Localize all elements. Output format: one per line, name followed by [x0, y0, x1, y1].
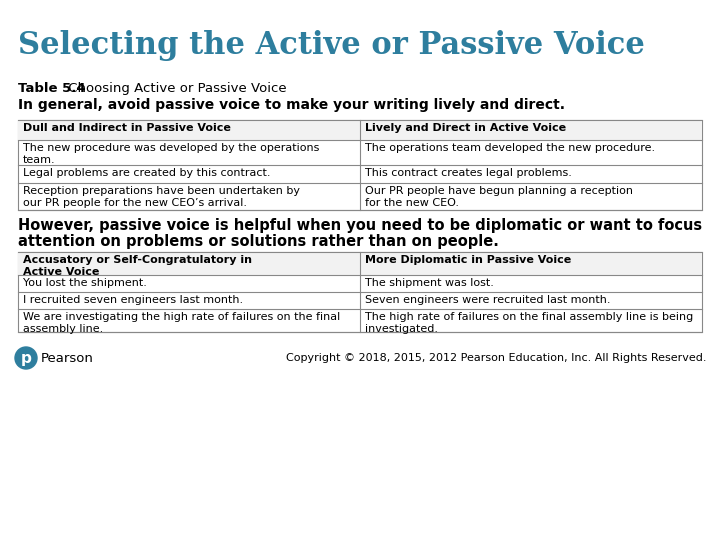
Text: I recruited seven engineers last month.: I recruited seven engineers last month. [23, 295, 243, 305]
Text: However, passive voice is helpful when you need to be diplomatic or want to focu: However, passive voice is helpful when y… [18, 218, 702, 233]
Text: Reception preparations have been undertaken by
our PR people for the new CEO’s a: Reception preparations have been underta… [23, 186, 300, 207]
Text: Our PR people have begun planning a reception
for the new CEO.: Our PR people have begun planning a rece… [365, 186, 633, 207]
Text: Selecting the Active or Passive Voice: Selecting the Active or Passive Voice [18, 30, 645, 61]
Text: Pearson: Pearson [41, 352, 94, 365]
Text: You lost the shipment.: You lost the shipment. [23, 278, 147, 288]
Bar [18, 252, 702, 332]
Text: The operations team developed the new procedure.: The operations team developed the new pr… [365, 143, 655, 153]
Text: Seven engineers were recruited last month.: Seven engineers were recruited last mont… [365, 295, 611, 305]
Text: attention on problems or solutions rather than on people.: attention on problems or solutions rathe… [18, 234, 499, 249]
Text: More Diplomatic in Passive Voice: More Diplomatic in Passive Voice [365, 255, 571, 265]
Text: The shipment was lost.: The shipment was lost. [365, 278, 494, 288]
Text: Lively and Direct in Active Voice: Lively and Direct in Active Voice [365, 123, 566, 133]
Text: The high rate of failures on the final assembly line is being
investigated.: The high rate of failures on the final a… [365, 312, 693, 334]
Text: p: p [21, 350, 32, 366]
Bar [18, 120, 702, 140]
Text: Accusatory or Self-Congratulatory in
Active Voice: Accusatory or Self-Congratulatory in Act… [23, 255, 252, 276]
Bar [18, 120, 702, 210]
Text: The new procedure was developed by the operations
team.: The new procedure was developed by the o… [23, 143, 320, 165]
Text: Dull and Indirect in Passive Voice: Dull and Indirect in Passive Voice [23, 123, 231, 133]
Text: We are investigating the high rate of failures on the final
assembly line.: We are investigating the high rate of fa… [23, 312, 341, 334]
Circle shape [15, 347, 37, 369]
Text: In general, avoid passive voice to make your writing lively and direct.: In general, avoid passive voice to make … [18, 98, 565, 112]
Bar [18, 252, 702, 275]
Text: Copyright © 2018, 2015, 2012 Pearson Education, Inc. All Rights Reserved.: Copyright © 2018, 2015, 2012 Pearson Edu… [286, 353, 706, 363]
Text: Table 5.4: Table 5.4 [18, 82, 86, 95]
Text: Choosing Active or Passive Voice: Choosing Active or Passive Voice [64, 82, 287, 95]
Text: This contract creates legal problems.: This contract creates legal problems. [365, 168, 572, 178]
Text: Legal problems are created by this contract.: Legal problems are created by this contr… [23, 168, 271, 178]
